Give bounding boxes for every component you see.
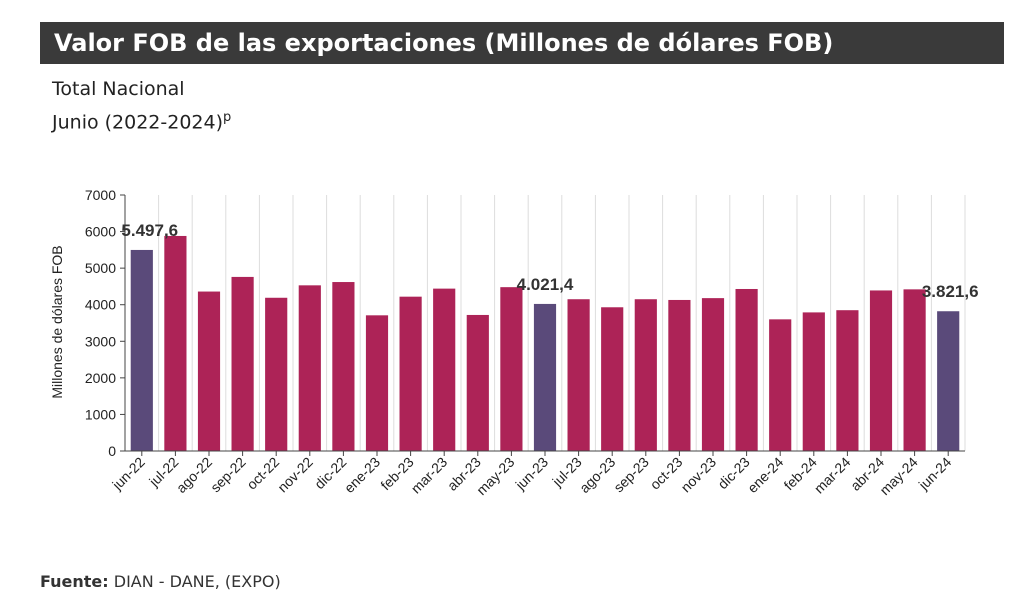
grid-lines xyxy=(124,195,966,451)
x-tick-label: sep-22 xyxy=(207,454,249,496)
bars xyxy=(130,235,960,451)
y-tick-label: 4000 xyxy=(85,297,116,313)
bar-abr-24 xyxy=(869,290,893,451)
chart-subtitle-scope: Total Nacional xyxy=(52,78,185,100)
x-tick-label: jun-22 xyxy=(108,454,148,494)
bar-mar-24 xyxy=(836,310,859,451)
bar-jul-23 xyxy=(567,299,590,451)
x-tick-label: may-24 xyxy=(876,454,920,498)
bar-chart: 01000200030004000500060007000jun-22jul-2… xyxy=(49,187,979,498)
source-text: DIAN - DANE, (EXPO) xyxy=(108,572,281,591)
bar-nov-22 xyxy=(298,285,321,451)
chart-title: Valor FOB de las exportaciones (Millones… xyxy=(54,29,834,57)
y-tick-label: 5000 xyxy=(85,260,116,276)
y-tick-label: 0 xyxy=(108,443,116,459)
chart-title-bar: Valor FOB de las exportaciones (Millones… xyxy=(40,22,1004,64)
labels: 5.497,6 4.021,4 3.821,6 xyxy=(121,221,978,301)
bar-dic-23 xyxy=(735,288,758,451)
x-tick-label: nov-23 xyxy=(678,454,720,496)
y-tick-label: 7000 xyxy=(85,187,116,203)
x-tick-label: sep-23 xyxy=(610,454,652,496)
bar-oct-23 xyxy=(668,299,691,451)
bar-sep-22 xyxy=(231,276,254,451)
period-text: Junio (2022-2024) xyxy=(52,111,224,134)
bar-oct-22 xyxy=(265,297,288,451)
bar-feb-24 xyxy=(802,312,825,451)
bar-sep-23 xyxy=(634,299,657,451)
x-tick-label: mar-24 xyxy=(811,454,854,497)
bar-ago-22 xyxy=(197,291,221,451)
bar-feb-23 xyxy=(399,296,422,451)
x-tick-label: nov-22 xyxy=(274,454,316,496)
x-tick-label: ene-24 xyxy=(744,454,786,496)
data-label-jun-24: 3.821,6 xyxy=(922,282,979,301)
data-label-jun-23: 4.021,4 xyxy=(517,275,574,294)
bar-may-24 xyxy=(903,289,926,451)
source-label: Fuente: xyxy=(40,572,109,591)
bar-jun-22 xyxy=(130,249,153,451)
bar-ago-23 xyxy=(601,307,624,451)
x-tick-label: jun-23 xyxy=(512,454,552,494)
x-tick-label: may-23 xyxy=(473,454,517,498)
bar-abr-23 xyxy=(466,314,489,451)
y-axis-title: Millones de dólares FOB xyxy=(49,245,65,398)
bar-jun-24 xyxy=(937,311,960,451)
y-tick-label: 1000 xyxy=(85,406,116,422)
x-tick-label: ago-22 xyxy=(173,454,215,496)
bar-jul-22 xyxy=(164,235,187,451)
bar-dic-22 xyxy=(332,282,355,451)
bar-may-23 xyxy=(500,287,523,451)
chart-subtitle-period: Junio (2022-2024)p xyxy=(52,110,231,133)
y-tick-label: 3000 xyxy=(85,333,116,349)
x-tick-label: mar-23 xyxy=(408,454,451,497)
x-tick-label: ene-23 xyxy=(341,454,383,496)
x-tick-label: jun-24 xyxy=(915,454,955,494)
bar-nov-23 xyxy=(701,298,725,451)
provisional-mark: p xyxy=(223,110,232,125)
bar-ene-23 xyxy=(365,315,389,451)
y-tick-label: 6000 xyxy=(85,224,116,240)
y-tick-label: 2000 xyxy=(85,370,116,386)
bar-mar-23 xyxy=(433,288,456,451)
source-note: Fuente: DIAN - DANE, (EXPO) xyxy=(40,572,281,591)
x-tick-label: ago-23 xyxy=(576,454,618,496)
bar-jun-23 xyxy=(533,303,557,451)
data-label-jun-22: 5.497,6 xyxy=(121,221,178,240)
bar-ene-24 xyxy=(769,319,792,451)
